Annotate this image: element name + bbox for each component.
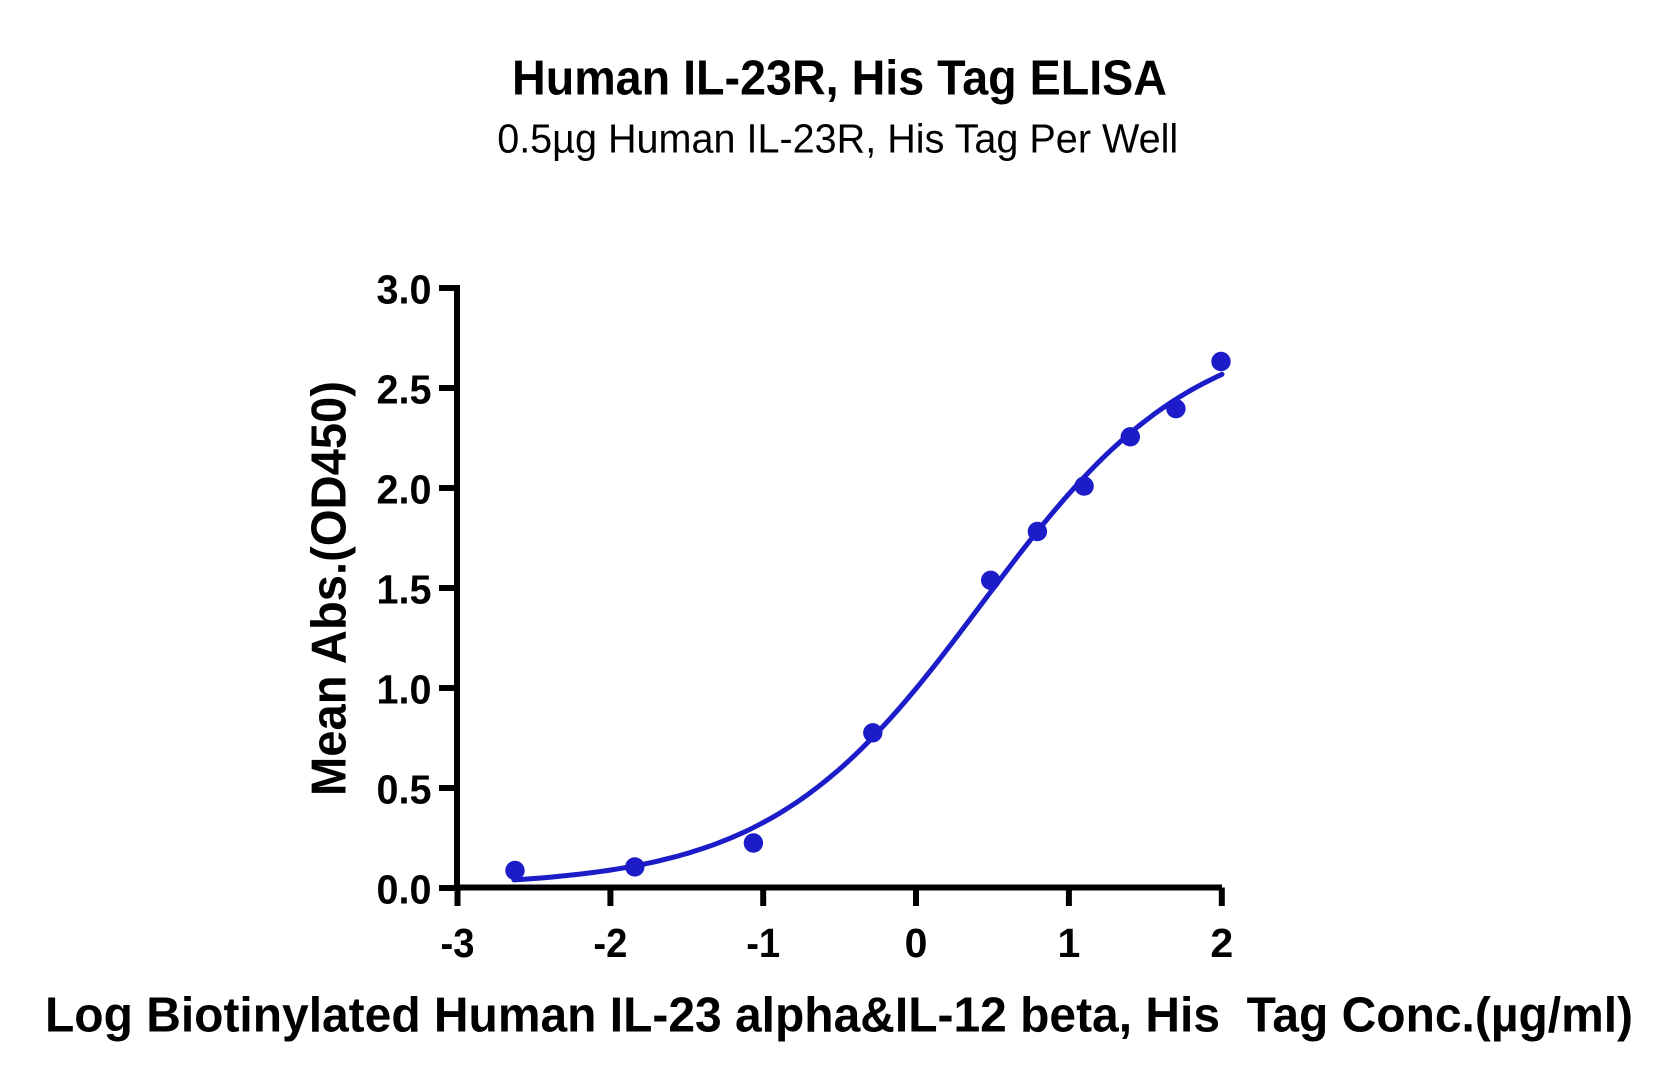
svg-text:-3: -3 [441, 920, 475, 966]
svg-text:1.5: 1.5 [377, 567, 432, 613]
svg-text:-2: -2 [593, 920, 627, 966]
svg-text:0.5: 0.5 [377, 767, 432, 813]
svg-text:2: 2 [1210, 920, 1233, 966]
svg-text:1.0: 1.0 [377, 667, 432, 713]
svg-text:0.5µg Human IL-23R, His Tag Pe: 0.5µg Human IL-23R, His Tag Per Well [497, 115, 1178, 161]
svg-text:Log Biotinylated Human IL-23 a: Log Biotinylated Human IL-23 alpha&IL-12… [45, 988, 1633, 1042]
svg-text:3.0: 3.0 [377, 267, 432, 313]
svg-text:Mean Abs.(OD450): Mean Abs.(OD450) [303, 381, 357, 796]
svg-text:1: 1 [1057, 920, 1080, 966]
svg-text:2.5: 2.5 [377, 367, 432, 413]
svg-text:0.0: 0.0 [377, 867, 432, 913]
svg-text:2.0: 2.0 [377, 467, 432, 513]
svg-text:Human IL-23R, His Tag ELISA: Human IL-23R, His Tag ELISA [512, 51, 1167, 105]
svg-text:-1: -1 [746, 920, 780, 966]
svg-text:0: 0 [905, 920, 928, 966]
